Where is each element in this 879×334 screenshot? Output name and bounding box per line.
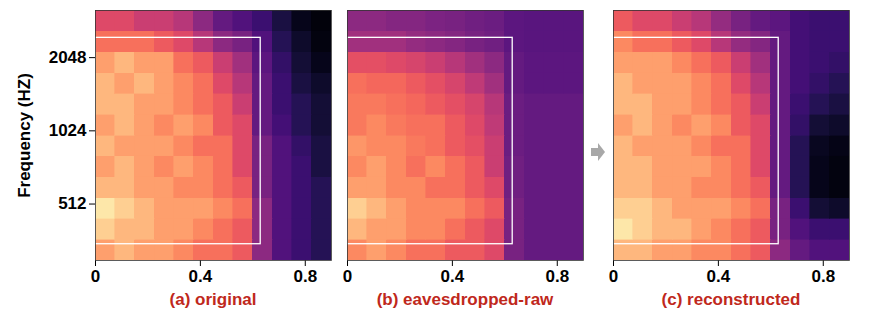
svg-text:0.8: 0.8 xyxy=(545,267,569,286)
svg-text:0.8: 0.8 xyxy=(293,267,317,286)
svg-text:1024: 1024 xyxy=(49,121,87,140)
svg-text:0: 0 xyxy=(343,267,352,286)
svg-text:0.4: 0.4 xyxy=(189,267,213,286)
svg-text:0.4: 0.4 xyxy=(707,267,731,286)
svg-text:Frequency (HZ): Frequency (HZ) xyxy=(15,73,34,198)
svg-text:2048: 2048 xyxy=(49,48,87,67)
html-text:(c) reconstructed: (c) reconstructed xyxy=(661,290,801,309)
html-text:(b) eavesdropped-raw: (b) eavesdropped-raw xyxy=(376,290,554,309)
svg-text:0: 0 xyxy=(91,267,100,286)
svg-text:0.4: 0.4 xyxy=(441,267,465,286)
svg-text:512: 512 xyxy=(58,194,86,213)
html-text:(a) original: (a) original xyxy=(169,290,257,309)
svg-text:0.8: 0.8 xyxy=(811,267,835,286)
svg-text:0: 0 xyxy=(609,267,618,286)
